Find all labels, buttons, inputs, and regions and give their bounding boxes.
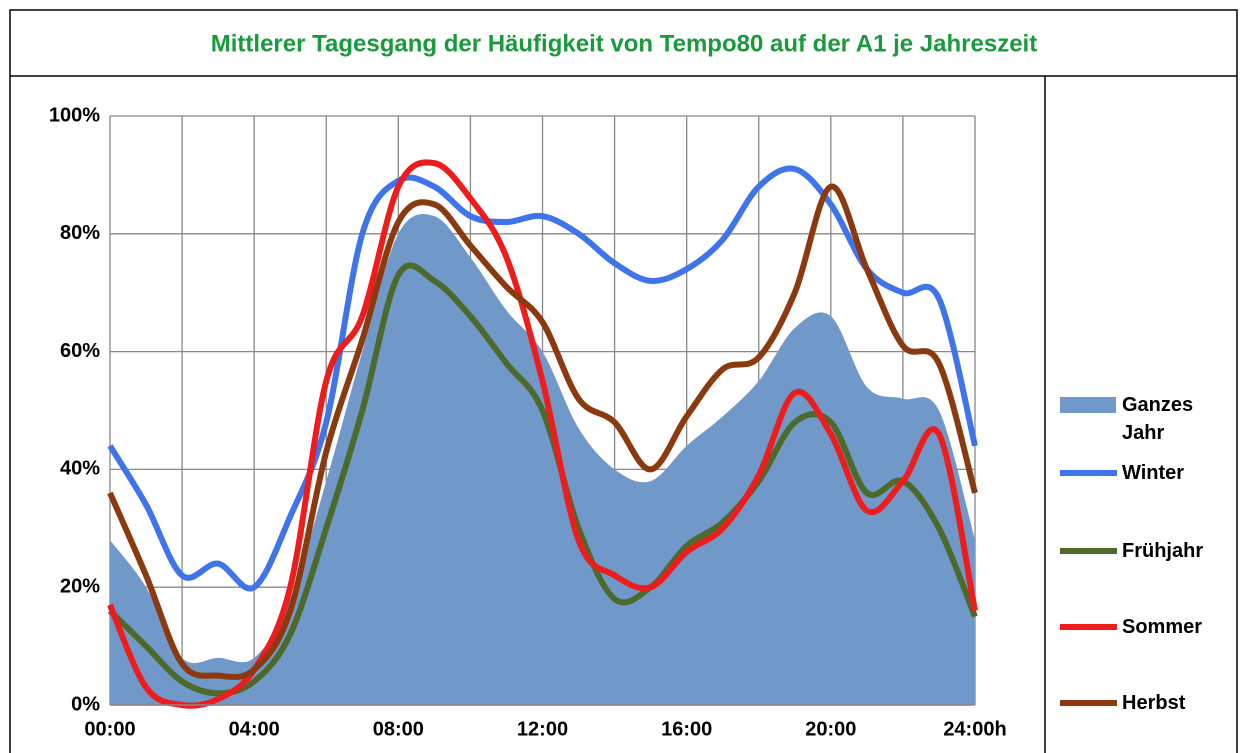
x-tick-label: 04:00	[229, 718, 280, 740]
y-tick-label: 100%	[49, 104, 100, 126]
area	[110, 213, 975, 705]
legend-label: Frühjahr	[1122, 540, 1204, 562]
y-tick-label: 80%	[60, 222, 100, 244]
x-tick-label: 16:00	[661, 718, 712, 740]
line	[107, 262, 978, 697]
line	[107, 159, 978, 709]
chart-title: Mittlerer Tagesgang der Häufigkeit von T…	[211, 30, 1037, 57]
legend-label: Ganzes Jahr	[1122, 394, 1194, 444]
x-tick-label: 00:00	[84, 718, 135, 740]
legend-label: Winter	[1122, 462, 1185, 484]
legend-label: Herbst	[1122, 692, 1186, 714]
x-tick-label: 12:00	[517, 718, 568, 740]
legend-label: Sommer	[1122, 616, 1203, 638]
line	[107, 165, 978, 592]
x-tick-label: 08:00	[373, 718, 424, 740]
y-tick-label: 0%	[71, 693, 100, 715]
x-tick-label: 24:00h	[943, 718, 1006, 740]
line	[107, 183, 978, 681]
y-tick-label: 60%	[60, 340, 100, 362]
y-tick-label: 40%	[60, 458, 100, 480]
legend-swatch	[1060, 397, 1116, 413]
frame	[9, 9, 1238, 753]
x-tick-label: 20:00	[805, 718, 856, 740]
y-tick-label: 20%	[60, 575, 100, 597]
